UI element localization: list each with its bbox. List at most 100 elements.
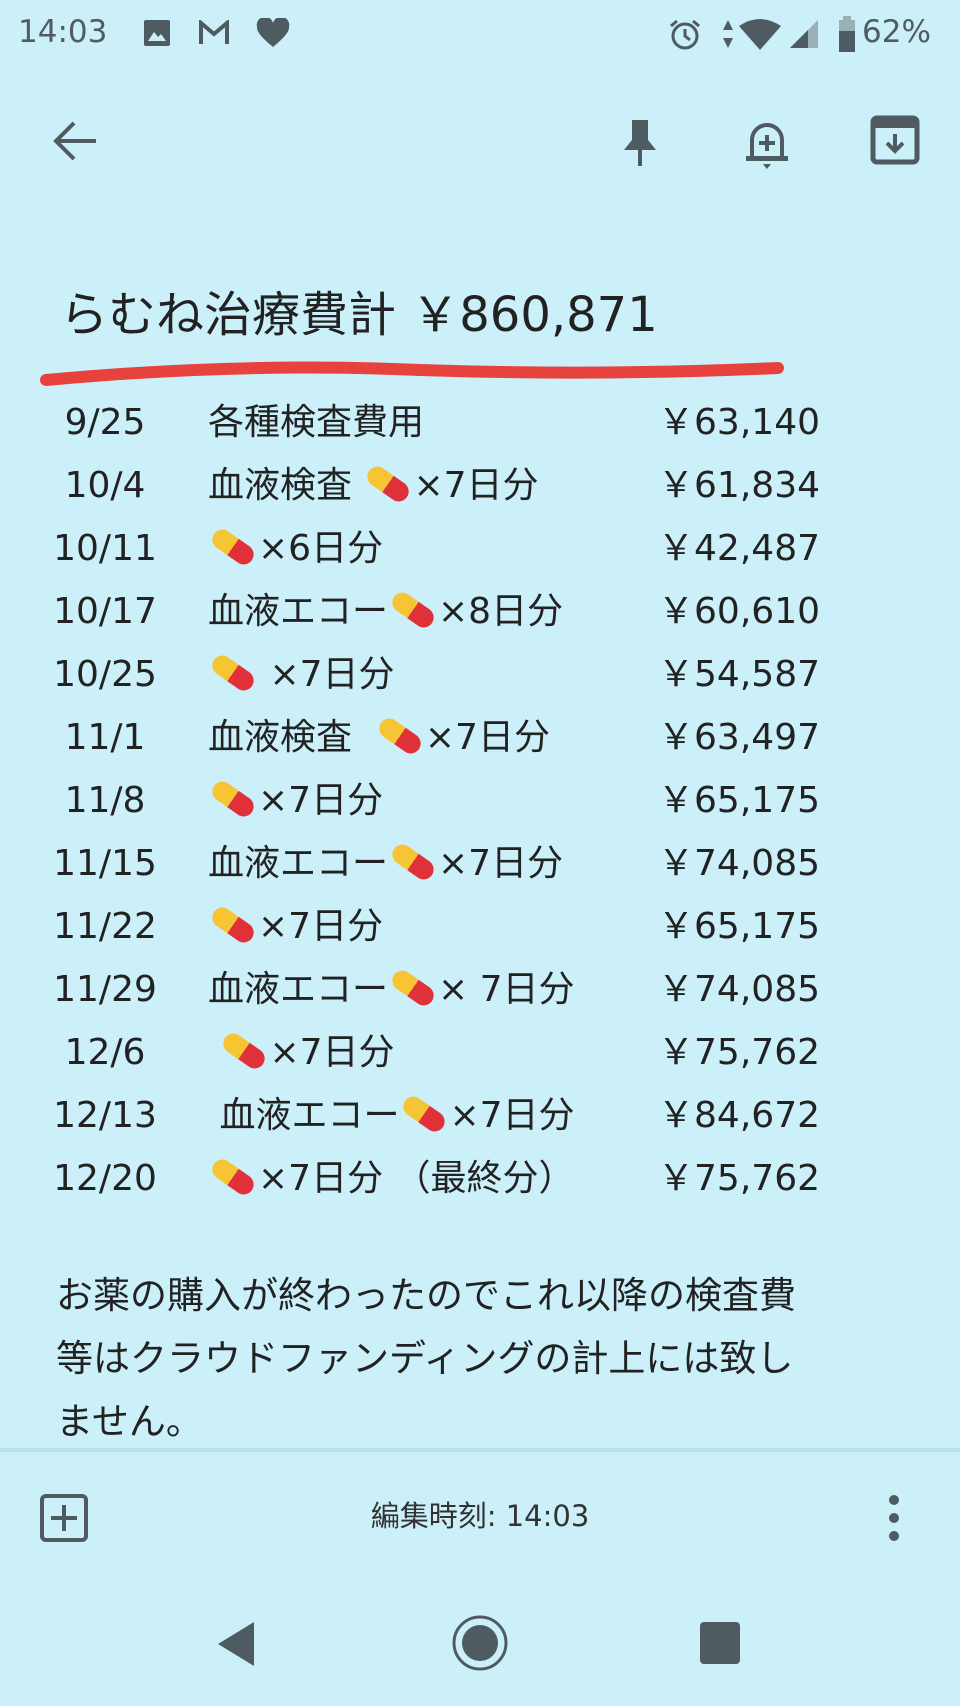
row-item-text: 血液エコー <box>208 843 389 884</box>
row-item: ×6日分 <box>208 517 383 580</box>
row-price: ￥42,487 <box>658 528 820 569</box>
row-date: 10/4 <box>64 465 146 506</box>
more-vert-icon[interactable] <box>886 1494 902 1542</box>
row-item: 血液エコー × 7日分 <box>208 958 575 1021</box>
expense-row: 11/29 血液エコー × 7日分 ￥74,085 <box>0 958 960 1021</box>
row-item-suffix: ×7日分 <box>258 654 395 695</box>
row-date: 10/11 <box>53 528 157 569</box>
expense-row: 9/25 各種検査費用 ￥63,140 <box>0 391 960 454</box>
archive-icon[interactable] <box>870 114 920 166</box>
row-date: 12/6 <box>64 1032 146 1073</box>
row-price: ￥63,140 <box>658 402 820 443</box>
divider <box>0 1448 960 1452</box>
row-date: 9/25 <box>64 402 146 443</box>
pin-icon[interactable] <box>618 118 662 168</box>
expense-row: 11/8 ×7日分 ￥65,175 <box>0 769 960 832</box>
body-line: 等はクラウドファンディングの計上には致し <box>56 1337 794 1380</box>
row-item: ×7日分 <box>208 769 383 832</box>
pill-icon <box>388 966 438 1010</box>
row-date: 11/22 <box>53 906 157 947</box>
row-item-text: 血液エコー <box>208 1095 400 1136</box>
row-price: ￥63,497 <box>658 717 820 758</box>
battery-icon <box>839 16 855 52</box>
row-date: 10/17 <box>53 591 157 632</box>
row-item-text: 血液エコー <box>208 591 389 632</box>
back-arrow-icon[interactable] <box>50 118 100 164</box>
expense-row: 11/1 血液検査 ×7日分 ￥63,497 <box>0 706 960 769</box>
pill-icon <box>375 714 425 758</box>
row-item: 各種検査費用 <box>208 391 424 454</box>
row-item: ×7日分 <box>208 1021 395 1084</box>
row-price: ￥65,175 <box>658 780 820 821</box>
red-underline <box>40 361 784 386</box>
expense-row: 11/22 ×7日分 ￥65,175 <box>0 895 960 958</box>
wifi-icon <box>739 19 781 50</box>
row-item-suffix: ×7日分 <box>438 843 564 884</box>
expense-row: 10/4 血液検査 ×7日分 ￥61,834 <box>0 454 960 517</box>
row-item-suffix: × 7日分 <box>438 969 575 1010</box>
row-item-text: 血液エコー <box>208 969 389 1010</box>
pill-icon <box>399 1092 450 1136</box>
row-item-suffix: ×7日分 <box>413 465 539 506</box>
row-date: 12/20 <box>53 1158 157 1199</box>
row-item-suffix: ×7日分 <box>269 1032 395 1073</box>
pill-icon <box>219 1029 270 1073</box>
pill-icon <box>208 1155 258 1199</box>
row-price: ￥74,085 <box>658 843 820 884</box>
body-line: ません。 <box>56 1400 203 1443</box>
row-item-text: 各種検査費用 <box>208 402 425 443</box>
row-item-suffix: ×8日分 <box>438 591 564 632</box>
pill-icon <box>208 651 258 695</box>
row-item-text <box>208 1032 219 1073</box>
note-body[interactable]: お薬の購入が終わったのでこれ以降の検査費 等はクラウドファンディングの計上には致… <box>56 1264 916 1453</box>
row-price: ￥60,610 <box>658 591 820 632</box>
pill-icon <box>363 462 414 506</box>
row-date: 12/13 <box>53 1095 157 1136</box>
row-item-suffix: ×6日分 <box>258 528 384 569</box>
add-box-icon[interactable] <box>40 1494 88 1542</box>
note-title[interactable]: らむね治療費計 ￥860,871 <box>60 287 658 343</box>
row-date: 11/15 <box>53 843 157 884</box>
row-item: ×7日分 （最終分） <box>208 1147 575 1210</box>
row-item: ×7日分 <box>208 895 383 958</box>
recents-square-icon[interactable] <box>698 1620 742 1666</box>
reminder-bell-icon[interactable] <box>744 118 790 170</box>
pill-icon <box>388 840 438 884</box>
expense-row: 11/15 血液エコー ×7日分 ￥74,085 <box>0 832 960 895</box>
row-item: 血液検査 ×7日分 <box>208 454 539 517</box>
row-item: ×7日分 <box>208 643 395 706</box>
row-date: 11/29 <box>53 969 157 1010</box>
row-date: 11/8 <box>64 780 146 821</box>
row-item: 血液エコー ×7日分 <box>208 1084 575 1147</box>
gmail-icon <box>199 20 229 44</box>
row-price: ￥54,587 <box>658 654 820 695</box>
pill-icon <box>388 588 438 632</box>
expense-row: 12/20 ×7日分 （最終分） ￥75,762 <box>0 1147 960 1210</box>
row-item-suffix: ×7日分 <box>258 780 384 821</box>
pill-icon <box>208 525 258 569</box>
pill-icon <box>208 777 258 821</box>
expense-row: 12/6 ×7日分 ￥75,762 <box>0 1021 960 1084</box>
status-time: 14:03 <box>18 14 108 50</box>
row-item-suffix: ×7日分 <box>449 1095 575 1136</box>
row-item-suffix: ×7日分 （最終分） <box>258 1158 575 1199</box>
row-price: ￥61,834 <box>658 465 820 506</box>
alarm-icon <box>670 19 700 50</box>
expense-row: 10/25 ×7日分 ￥54,587 <box>0 643 960 706</box>
row-item: 血液検査 ×7日分 <box>208 706 550 769</box>
row-item: 血液エコー ×8日分 <box>208 580 563 643</box>
gallery-icon <box>144 20 170 46</box>
row-price: ￥65,175 <box>658 906 820 947</box>
row-item: 血液エコー ×7日分 <box>208 832 563 895</box>
battery-percent: 62% <box>862 14 931 50</box>
edited-time: 編集時刻: 14:03 <box>370 1499 590 1533</box>
expense-row: 12/13 血液エコー ×7日分 ￥84,672 <box>0 1084 960 1147</box>
row-item-suffix: ×7日分 <box>258 906 384 947</box>
row-item-suffix: ×7日分 <box>424 717 550 758</box>
body-line: お薬の購入が終わったのでこれ以降の検査費 <box>56 1274 796 1317</box>
row-price: ￥75,762 <box>658 1032 820 1073</box>
expense-row: 10/11 ×6日分 ￥42,487 <box>0 517 960 580</box>
row-item-text: 血液検査 <box>208 717 375 758</box>
back-triangle-icon[interactable] <box>216 1620 256 1668</box>
home-circle-icon[interactable] <box>450 1612 510 1674</box>
